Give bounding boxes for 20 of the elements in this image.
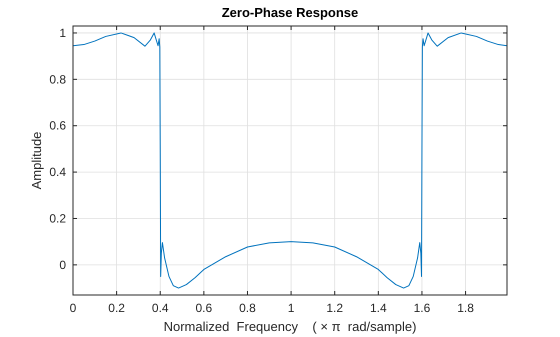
x-tick-label: 1.2 <box>326 301 344 315</box>
y-tick-label: 0.6 <box>49 118 66 133</box>
chart-title: Zero-Phase Response <box>222 5 358 20</box>
x-tick-label: 1 <box>288 301 295 315</box>
x-tick-label: 0.8 <box>239 301 256 315</box>
y-tick-label: 0.4 <box>49 165 66 180</box>
y-axis-title: Amplitude <box>29 132 44 190</box>
x-tick-label: 0 <box>70 301 77 315</box>
y-tick-label: 1 <box>59 26 66 40</box>
y-tick-label: 0 <box>59 258 66 272</box>
x-tick-label: 1.8 <box>457 301 474 315</box>
y-tick-label: 0.8 <box>49 72 66 86</box>
x-tick-label: 0.2 <box>108 301 126 315</box>
x-tick-label: 1.6 <box>414 301 431 315</box>
x-axis-title: Normalized Frequency ( × π rad/sample) <box>164 319 416 334</box>
x-tick-label: 0.6 <box>196 301 213 315</box>
line-series <box>72 32 508 289</box>
x-tick-label: 1.4 <box>370 301 387 315</box>
x-tick-label: 0.4 <box>152 301 169 315</box>
y-tick-label: 0.2 <box>49 211 66 226</box>
